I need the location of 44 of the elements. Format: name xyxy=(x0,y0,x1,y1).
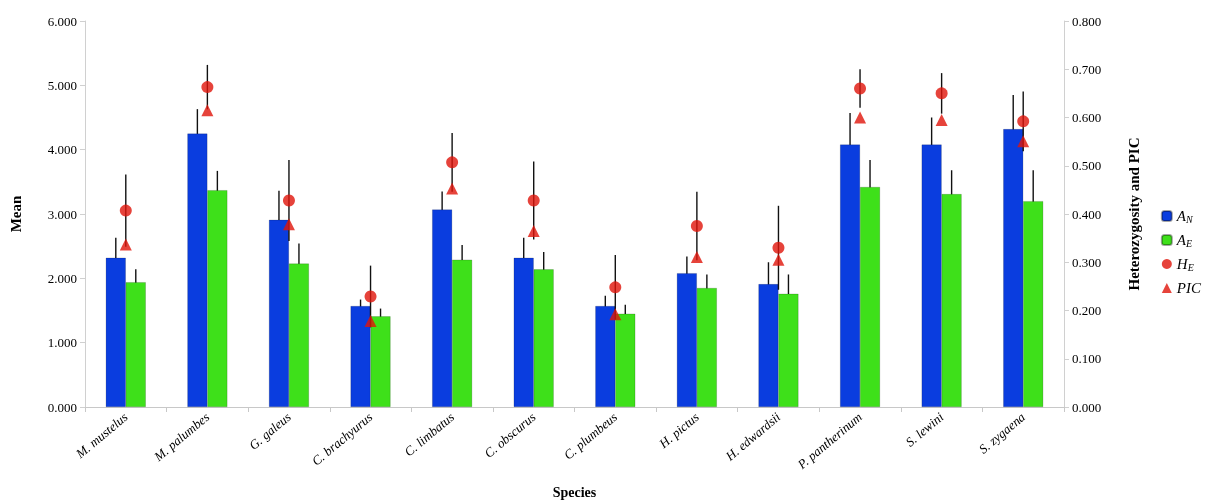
point xyxy=(690,250,703,263)
point xyxy=(609,281,622,294)
point xyxy=(527,194,540,207)
legend-label: PIC xyxy=(1175,280,1202,296)
y2-tick-label: 0.300 xyxy=(1072,254,1102,270)
point xyxy=(446,156,459,169)
y-tick-label: 6.000 xyxy=(47,13,77,29)
point xyxy=(282,218,295,231)
point xyxy=(1017,135,1030,148)
point xyxy=(854,111,867,124)
point xyxy=(772,241,785,254)
point xyxy=(119,204,132,217)
point xyxy=(527,224,540,237)
y-tick-label: 0.000 xyxy=(47,399,77,415)
y2-tick-label: 0.500 xyxy=(1072,158,1102,174)
y2-tick-label: 0.000 xyxy=(1072,399,1102,415)
y2-axis-title: Heterozygosity and PIC xyxy=(1125,137,1142,291)
point xyxy=(282,194,295,207)
y2-tick-label: 0.600 xyxy=(1072,110,1102,125)
y-tick-label: 1.000 xyxy=(47,335,77,351)
y2-tick-label: 0.700 xyxy=(1072,61,1102,77)
y-axis-title: Mean xyxy=(7,195,24,233)
y2-tick-label: 0.800 xyxy=(1072,13,1102,29)
y-tick-label: 5.000 xyxy=(47,77,77,93)
point xyxy=(1017,115,1030,128)
point xyxy=(935,87,948,100)
point xyxy=(609,308,622,321)
point xyxy=(854,82,867,95)
x-axis-title: Species xyxy=(552,484,597,500)
point xyxy=(201,81,214,94)
point xyxy=(772,253,785,266)
point xyxy=(364,315,377,328)
point xyxy=(446,182,459,195)
point xyxy=(119,238,132,251)
point xyxy=(364,290,377,303)
y2-tick-label: 0.100 xyxy=(1072,351,1102,367)
y2-tick-label: 0.400 xyxy=(1072,206,1102,222)
point xyxy=(201,104,214,117)
y-tick-label: 4.000 xyxy=(47,142,77,158)
y-tick-label: 2.000 xyxy=(47,270,77,286)
y-tick-label: 3.000 xyxy=(47,206,77,222)
point xyxy=(935,113,948,126)
y2-tick-label: 0.200 xyxy=(1072,303,1102,318)
point xyxy=(690,220,703,233)
